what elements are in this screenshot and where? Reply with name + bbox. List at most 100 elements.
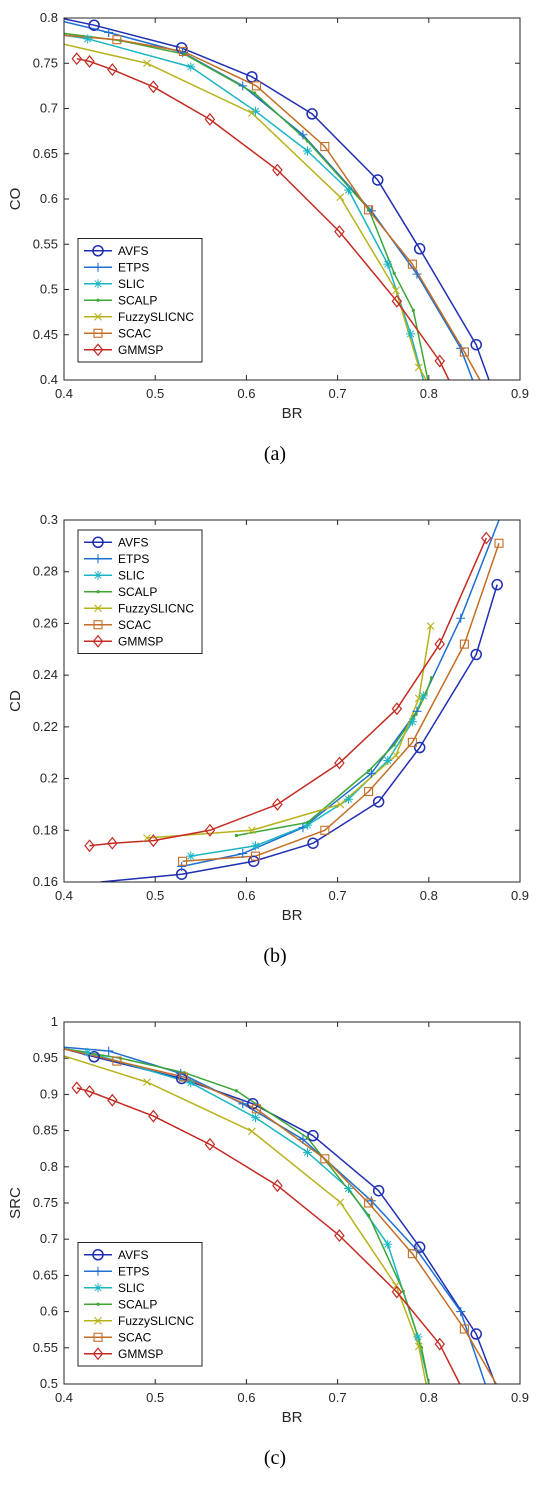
legend-marker xyxy=(92,245,104,257)
series-line-avfs xyxy=(64,1048,497,1384)
data-point-scalp xyxy=(234,833,238,838)
legend-item-fuzzyslicnc: FuzzySLICNC xyxy=(84,1314,194,1328)
data-point-slic xyxy=(251,841,261,851)
legend-label: AVFS xyxy=(118,535,148,549)
data-point-scac xyxy=(320,825,330,835)
chart-panel-a: 0.4 0.5 0.6 0.7 0.8 0.9 0.4 0.45 0.5 0.55 0.6 0.65 0… xyxy=(0,0,550,500)
y-tick-label: 0.2 xyxy=(40,771,58,786)
x-tick-label: 0.8 xyxy=(420,888,438,903)
x-axis-label: BR xyxy=(282,1409,303,1426)
data-point-scac xyxy=(407,737,417,747)
legend-marker xyxy=(93,262,103,272)
data-point-scac xyxy=(112,1056,122,1066)
data-point-scac xyxy=(320,141,330,152)
axes-box xyxy=(63,17,521,381)
data-point-gmmsp xyxy=(204,823,216,837)
data-point-gmmsp xyxy=(204,1137,216,1151)
data-point-avfs xyxy=(491,578,503,591)
x-axis-label: BR xyxy=(282,405,303,422)
legend-item-gmmsp: GMMSP xyxy=(84,343,163,357)
data-point-scalp xyxy=(429,676,434,680)
legend-label: SLIC xyxy=(118,1281,145,1295)
legend-item-slic: SLIC xyxy=(84,1281,145,1295)
data-point-gmmsp xyxy=(272,797,283,811)
x-tick-label: 0.4 xyxy=(55,888,73,903)
data-point-avfs xyxy=(372,796,385,808)
data-point-slic xyxy=(303,146,313,156)
y-axis-label: CO xyxy=(7,188,24,211)
y-tick-label: 0.75 xyxy=(33,1195,58,1210)
data-point-fuzzyslicnc xyxy=(414,363,423,372)
x-tick-label: 0.8 xyxy=(420,386,438,401)
y-tick-label: 0.5 xyxy=(40,282,58,297)
data-point-gmmsp xyxy=(334,225,345,239)
y-axis-label: CD xyxy=(7,690,24,712)
data-point-scalp xyxy=(305,1136,310,1140)
legend-label: FuzzySLICNC xyxy=(118,310,194,324)
data-point-gmmsp xyxy=(107,63,118,77)
y-tick-label: 0.55 xyxy=(33,236,58,251)
data-point-etps xyxy=(366,768,376,778)
legend-label: SCAC xyxy=(118,618,152,632)
data-point-etps xyxy=(238,1099,248,1109)
data-point-slic xyxy=(303,1147,313,1157)
y-tick-label: 0.7 xyxy=(40,1231,58,1246)
data-point-gmmsp xyxy=(480,531,492,545)
data-point-gmmsp xyxy=(71,1081,83,1095)
data-point-gmmsp xyxy=(272,1179,283,1193)
x-tick-label: 0.7 xyxy=(329,1390,347,1405)
data-point-scalp xyxy=(253,91,257,95)
data-point-avfs xyxy=(371,174,384,186)
legend-label: SCAC xyxy=(118,326,152,340)
data-point-scac xyxy=(250,851,261,861)
data-point-slic xyxy=(344,185,354,195)
data-point-gmmsp xyxy=(434,637,446,651)
legend-item-etps: ETPS xyxy=(84,552,149,566)
data-point-slic xyxy=(383,755,393,765)
data-point-gmmsp xyxy=(107,836,118,850)
legend-label: SLIC xyxy=(118,568,145,582)
data-point-slic xyxy=(186,1078,196,1088)
axis-ticks: 0.4 0.5 0.6 0.7 0.8 0.90.50.550.60.650.70.750… xyxy=(33,1014,529,1405)
data-point-scalp xyxy=(401,1289,405,1293)
data-point-slic xyxy=(251,106,261,116)
legend-item-scalp: SCALP xyxy=(84,1297,157,1311)
data-point-slic xyxy=(344,794,354,804)
data-point-etps xyxy=(366,1196,376,1206)
legend-marker xyxy=(94,604,102,613)
legend-item-fuzzyslicnc: FuzzySLICNC xyxy=(84,601,194,615)
data-point-scac xyxy=(407,1249,417,1259)
y-tick-label: 0.55 xyxy=(33,1340,58,1355)
data-point-etps xyxy=(412,269,422,279)
y-tick-label: 0.28 xyxy=(33,564,58,579)
legend-item-scac: SCAC xyxy=(84,618,152,632)
legend-label: SCALP xyxy=(118,585,157,599)
legend: AVFS ETPS SLIC SCALP FuzzySLICNC SCAC GMMSP xyxy=(77,1242,203,1367)
data-point-scac xyxy=(178,856,188,866)
data-point-gmmsp xyxy=(272,163,283,177)
data-point-gmmsp xyxy=(107,1093,118,1107)
legend-item-scalp: SCALP xyxy=(84,293,157,307)
data-point-avfs xyxy=(470,648,482,661)
data-point-scalp xyxy=(367,1213,371,1217)
data-point-gmmsp xyxy=(71,52,83,66)
data-point-gmmsp xyxy=(391,294,403,308)
axis-ticks: 0.4 0.5 0.6 0.7 0.8 0.9 0.16 0.18 0.2 0.22 0.24 0.2… xyxy=(33,512,529,903)
y-tick-label: 0.9 xyxy=(40,1086,58,1101)
axes-box xyxy=(63,1021,521,1385)
y-tick-label: 0.24 xyxy=(33,667,58,682)
chart-svg: 0.4 0.5 0.6 0.7 0.8 0.90.50.550.60.650.70.750… xyxy=(7,1014,529,1469)
data-point-scac xyxy=(364,205,374,215)
legend: AVFS ETPS SLIC SCALP FuzzySLICNC SCAC GMMSP xyxy=(77,238,203,363)
legend-marker xyxy=(96,590,100,594)
legend-label: SLIC xyxy=(118,277,145,291)
legend-label: AVFS xyxy=(118,244,148,258)
y-tick-label: 0.4 xyxy=(40,372,58,387)
y-tick-label: 0.45 xyxy=(33,327,58,342)
data-point-gmmsp xyxy=(434,354,446,368)
data-point-etps xyxy=(177,861,187,871)
data-point-avfs xyxy=(413,1241,426,1253)
data-point-scac xyxy=(459,639,469,649)
legend-marker xyxy=(93,279,103,289)
data-point-slic xyxy=(186,62,196,72)
